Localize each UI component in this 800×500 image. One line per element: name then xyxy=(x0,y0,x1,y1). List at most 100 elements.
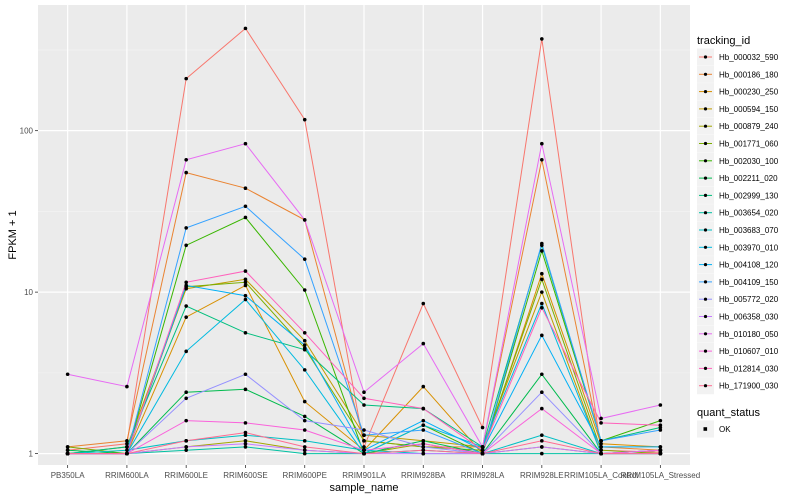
legend-point xyxy=(703,384,708,388)
data-point xyxy=(302,448,307,452)
data-point xyxy=(243,277,248,282)
data-point xyxy=(125,451,129,456)
legend-label: Hb_010180_050 xyxy=(719,330,779,339)
data-point xyxy=(599,421,603,425)
data-point xyxy=(302,338,307,343)
legend-point xyxy=(703,314,708,319)
legend: tracking_id Hb_000032_590 Hb_000186_180 Hb… xyxy=(697,35,779,438)
data-point xyxy=(480,445,485,449)
data-point xyxy=(125,448,129,452)
x-tick-label: RRIM600SE xyxy=(223,471,267,480)
data-point xyxy=(243,269,248,273)
data-point xyxy=(184,280,188,285)
x-tick-label: RRIM928LA xyxy=(461,471,505,480)
x-tick-label: RRIM928LE xyxy=(520,471,564,480)
data-point xyxy=(658,428,663,432)
data-point xyxy=(658,418,663,423)
data-point xyxy=(658,451,663,456)
data-point xyxy=(302,399,307,404)
legend-label: Hb_003654_020 xyxy=(719,209,779,218)
data-point xyxy=(184,283,188,288)
legend-label: Hb_000879_240 xyxy=(719,122,779,131)
data-point xyxy=(421,384,426,389)
data-point xyxy=(184,304,188,308)
legend-point xyxy=(703,280,708,284)
y-tick-label: 10 xyxy=(24,288,33,297)
data-point xyxy=(243,283,248,288)
data-point xyxy=(243,280,248,285)
data-point xyxy=(599,442,603,446)
legend-label: Hb_004109_150 xyxy=(719,278,779,287)
data-point xyxy=(243,372,248,377)
data-point xyxy=(480,425,485,430)
data-point xyxy=(362,396,366,401)
x-axis: PB350LA RRIM600LA RRIM600LE RRIM600SE RRIM60… xyxy=(51,465,700,480)
data-point xyxy=(540,433,544,438)
legend-label: Hb_004108_120 xyxy=(719,261,779,270)
data-point xyxy=(658,423,663,427)
legend-point xyxy=(703,176,708,180)
data-point xyxy=(302,418,307,423)
data-point xyxy=(243,141,248,146)
data-point xyxy=(658,448,663,452)
data-point xyxy=(184,157,188,162)
data-point xyxy=(421,445,426,449)
data-point xyxy=(125,442,129,446)
data-point xyxy=(540,439,544,443)
data-point xyxy=(302,445,307,449)
y-tick-label: 1 xyxy=(29,450,34,459)
data-point xyxy=(362,448,366,452)
data-point xyxy=(540,301,544,306)
data-point xyxy=(302,257,307,261)
legend-point xyxy=(703,90,708,94)
data-point xyxy=(540,271,544,276)
legend-label: Hb_003683_070 xyxy=(719,226,779,235)
legend-point xyxy=(703,366,708,370)
y-tick-label: 100 xyxy=(20,127,34,136)
data-point xyxy=(243,442,248,446)
data-point xyxy=(184,349,188,354)
data-point xyxy=(65,448,70,452)
data-point xyxy=(243,186,248,191)
y-axis-title: FPKM + 1 xyxy=(7,210,19,259)
data-point xyxy=(302,347,307,352)
data-point xyxy=(302,288,307,292)
legend-label: Hb_002211_020 xyxy=(719,174,778,183)
data-point xyxy=(184,243,188,248)
data-point xyxy=(184,390,188,395)
data-point xyxy=(540,249,544,253)
legend-point xyxy=(703,124,708,128)
legend2-point xyxy=(703,427,708,431)
data-point xyxy=(362,445,366,449)
data-point xyxy=(302,117,307,122)
data-point xyxy=(599,448,603,452)
data-point xyxy=(65,451,70,456)
data-point xyxy=(599,445,603,449)
data-point xyxy=(243,421,248,425)
data-point xyxy=(243,330,248,335)
legend-label: Hb_002030_100 xyxy=(719,157,779,166)
legend-point xyxy=(703,297,708,301)
data-point xyxy=(302,218,307,222)
data-point xyxy=(184,439,188,443)
data-point xyxy=(302,451,307,456)
x-tick-label: PB350LA xyxy=(51,471,85,480)
data-point xyxy=(540,445,544,449)
data-point xyxy=(421,451,426,456)
data-point xyxy=(421,439,426,443)
data-point xyxy=(243,387,248,392)
legend-label: Hb_002999_130 xyxy=(719,191,779,200)
data-point xyxy=(540,333,544,338)
data-point xyxy=(243,215,248,220)
legend-point xyxy=(703,107,708,111)
data-point xyxy=(480,448,485,452)
data-point xyxy=(421,341,426,346)
data-point xyxy=(302,343,307,347)
data-point xyxy=(421,301,426,306)
data-point xyxy=(362,390,366,395)
data-point xyxy=(599,439,603,443)
data-point xyxy=(243,26,248,31)
legend-label: Hb_005772_020 xyxy=(719,295,779,304)
legend-point xyxy=(703,72,708,76)
legend-point xyxy=(703,332,708,336)
